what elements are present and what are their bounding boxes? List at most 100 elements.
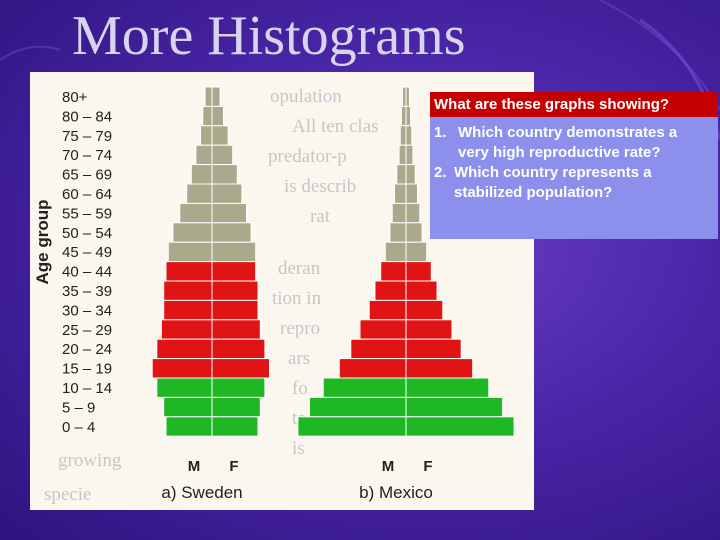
female-bar [211, 319, 261, 340]
female-bar [405, 164, 416, 185]
female-bar [211, 299, 259, 321]
pyramid-country-label: b) Mexico [359, 483, 433, 502]
question-1-number: 1. [434, 124, 447, 141]
female-bar [211, 125, 229, 146]
male-bar [165, 261, 213, 282]
male-bar [350, 338, 407, 360]
male-bar [167, 241, 213, 263]
female-bar [405, 377, 490, 398]
male-bar [402, 86, 407, 107]
male-bar [322, 377, 407, 398]
background-text-13: growing [58, 450, 122, 471]
age-group-label: 50 – 54 [62, 225, 112, 242]
female-bar [405, 105, 412, 127]
female-bar [211, 86, 221, 107]
age-group-label: 60 – 64 [62, 186, 112, 203]
female-bar [211, 377, 266, 398]
question-2-text: Which country represents a stabilized po… [454, 164, 652, 201]
age-group-label: 10 – 14 [62, 380, 112, 397]
male-bar [179, 202, 213, 224]
male-bar [156, 338, 213, 360]
sex-label-female: F [423, 458, 432, 475]
male-bar [389, 222, 407, 243]
background-text-2: All ten clas [292, 116, 379, 137]
background-text-1: opulation [270, 86, 342, 107]
female-bar [405, 358, 474, 379]
age-group-label: 20 – 24 [62, 341, 112, 358]
male-bar [384, 241, 407, 263]
male-bar [200, 125, 213, 146]
male-bar [396, 164, 407, 185]
male-bar [391, 202, 407, 224]
male-bar [297, 416, 407, 437]
male-bar [195, 144, 213, 166]
age-group-label: 40 – 44 [62, 264, 112, 281]
age-group-label: 0 – 4 [62, 419, 95, 436]
age-group-label: 55 – 59 [62, 205, 112, 222]
male-bar [163, 396, 213, 418]
pyramid-country-label: a) Sweden [161, 483, 242, 502]
age-group-label: 30 – 34 [62, 302, 112, 319]
age-group-label: 15 – 19 [62, 361, 112, 378]
female-bar [211, 358, 270, 379]
female-bar [211, 164, 238, 185]
male-bar [338, 358, 407, 379]
question-2: 2. Which country represents a stabilized… [430, 163, 718, 203]
background-text-3: predator-p [268, 146, 347, 167]
male-bar [308, 396, 407, 418]
male-bar [380, 261, 407, 282]
female-bar [211, 338, 266, 360]
male-bar [202, 105, 213, 127]
slide-title: More Histograms [72, 5, 466, 67]
background-text-5: rat [310, 206, 331, 227]
background-text-9: ars [288, 348, 311, 369]
background-text-12: is [292, 438, 305, 459]
male-bar [204, 86, 213, 107]
population-pyramids: Age group 80+ 80 – 84 75 – 79 70 – 74 65 – 69… [33, 86, 515, 502]
age-group-label: 70 – 74 [62, 147, 112, 164]
male-bar [398, 144, 407, 166]
age-group-label: 65 – 69 [62, 167, 112, 184]
sex-label-male: M [188, 458, 201, 475]
female-bar [405, 338, 462, 360]
age-group-label: 80 – 84 [62, 108, 112, 125]
question-2-number: 2. [434, 164, 447, 181]
female-bar [405, 183, 418, 204]
male-bar [163, 280, 213, 301]
age-group-label: 45 – 49 [62, 244, 112, 261]
female-bar [405, 299, 444, 321]
female-bar [211, 416, 259, 437]
male-bar [172, 222, 213, 243]
male-bar [156, 377, 213, 398]
age-group-label: 25 – 29 [62, 322, 112, 339]
female-bar [405, 86, 410, 107]
sex-label-female: F [229, 458, 238, 475]
background-text-7: tion in [272, 288, 322, 309]
female-bar [211, 183, 243, 204]
female-bar [211, 144, 234, 166]
background-text-10: fo [292, 378, 308, 399]
female-bar [405, 416, 515, 437]
age-group-label: 5 – 9 [62, 399, 95, 416]
female-bar [211, 202, 247, 224]
question-1-text: Which country demonstrates a very high r… [458, 124, 678, 161]
callout-heading: What are these graphs showing? [430, 92, 718, 117]
female-bar [405, 125, 413, 146]
age-group-label: 35 – 39 [62, 283, 112, 300]
background-text-8: repro [280, 318, 321, 339]
female-bar [211, 396, 261, 418]
female-bar [211, 222, 252, 243]
female-bar [405, 261, 432, 282]
male-bar [186, 183, 213, 204]
background-text-14: specie [44, 484, 92, 505]
question-callout: What are these graphs showing? 1. Which … [430, 92, 718, 239]
sex-label-male: M [382, 458, 395, 475]
male-bar [368, 299, 407, 321]
male-bar [190, 164, 213, 185]
female-bar [211, 280, 259, 301]
female-bar [405, 319, 453, 340]
age-group-label: 75 – 79 [62, 128, 112, 145]
male-bar [163, 299, 213, 321]
female-bar [405, 241, 428, 263]
male-bar [359, 319, 407, 340]
